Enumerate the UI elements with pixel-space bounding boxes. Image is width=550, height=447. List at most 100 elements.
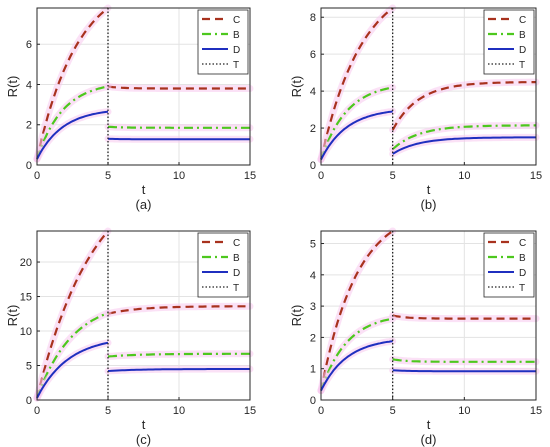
series-line-D xyxy=(392,369,536,373)
y-tick-label: 2 xyxy=(310,123,316,135)
y-tick-label: 0 xyxy=(26,395,32,407)
y-axis-label: R(t) xyxy=(289,305,304,327)
legend-label-T: T xyxy=(519,283,525,294)
x-tick-label: 15 xyxy=(530,405,542,417)
y-tick-label: 4 xyxy=(310,270,316,282)
y-tick-label: 6 xyxy=(26,39,32,51)
x-tick-label: 10 xyxy=(458,170,470,182)
series-line-B xyxy=(319,317,393,391)
series-line-D xyxy=(320,110,393,160)
series-line-B xyxy=(319,86,393,160)
x-tick-label: 0 xyxy=(318,405,324,417)
y-axis-label: R(t) xyxy=(5,76,20,98)
x-tick-label: 10 xyxy=(173,405,185,417)
y-tick-label: 0 xyxy=(26,160,32,172)
legend-box xyxy=(483,232,535,298)
y-tick-label: 0 xyxy=(310,160,316,172)
panel-label: (c) xyxy=(136,432,151,447)
legend-label-D: D xyxy=(519,268,526,279)
y-axis-label: R(t) xyxy=(289,76,304,98)
x-tick-label: 10 xyxy=(173,170,185,182)
x-axis-label: t xyxy=(427,182,431,197)
axes-frame xyxy=(320,7,537,166)
x-tick-label: 5 xyxy=(105,170,111,182)
y-tick-label: 3 xyxy=(310,301,316,313)
series-line-C xyxy=(107,305,250,315)
y-tick-label: 20 xyxy=(20,257,32,269)
x-tick-label: 5 xyxy=(105,405,111,417)
x-tick-label: 15 xyxy=(530,170,542,182)
series-line-B xyxy=(35,312,109,399)
legend-label-D: D xyxy=(233,268,240,279)
x-tick-label: 5 xyxy=(390,170,396,182)
series-line-B xyxy=(391,124,536,151)
y-tick-label: 5 xyxy=(26,361,32,373)
legend-label-C: C xyxy=(519,238,526,249)
x-tick-label: 0 xyxy=(34,405,40,417)
series-glow xyxy=(33,4,112,163)
x-tick-label: 15 xyxy=(244,405,256,417)
x-tick-label: 0 xyxy=(318,170,324,182)
series-line-C xyxy=(392,314,536,320)
y-tick-label: 8 xyxy=(310,12,316,24)
legend-box xyxy=(197,9,249,75)
x-tick-label: 0 xyxy=(34,170,40,182)
axes-frame xyxy=(320,230,537,401)
axes-frame xyxy=(36,230,251,401)
x-tick-label: 15 xyxy=(244,170,256,182)
y-tick-label: 2 xyxy=(310,332,316,344)
axes-frame xyxy=(36,7,251,166)
x-tick-label: 5 xyxy=(390,405,396,417)
legend-label-T: T xyxy=(233,283,239,294)
y-tick-label: 5 xyxy=(310,239,316,251)
legend-label-B: B xyxy=(519,253,526,264)
series-line-C xyxy=(391,81,536,131)
legend-label-B: B xyxy=(519,30,526,41)
y-tick-label: 6 xyxy=(310,49,316,61)
legend-label-T: T xyxy=(519,60,525,71)
series-line-D xyxy=(36,110,109,160)
x-axis-label: t xyxy=(427,417,431,432)
legend-label-B: B xyxy=(233,30,240,41)
y-tick-label: 0 xyxy=(310,395,316,407)
y-tick-label: 2 xyxy=(26,120,32,132)
y-tick-label: 4 xyxy=(26,79,32,91)
series-line-C xyxy=(107,85,250,90)
series-line-C xyxy=(35,230,109,399)
series-line-D xyxy=(392,136,536,155)
legend-label-D: D xyxy=(233,45,240,56)
legend-box xyxy=(483,9,535,75)
y-tick-label: 15 xyxy=(20,292,32,304)
legend-label-B: B xyxy=(233,253,240,264)
x-tick-label: 10 xyxy=(458,405,470,417)
series-glow xyxy=(317,4,397,163)
legend-label-D: D xyxy=(519,45,526,56)
legend-label-C: C xyxy=(233,15,240,26)
legend-label-C: C xyxy=(519,15,526,26)
panel-label: (b) xyxy=(421,197,437,212)
y-tick-label: 1 xyxy=(310,364,316,376)
series-line-B xyxy=(107,352,250,358)
legend-label-C: C xyxy=(233,238,240,249)
series-line-C xyxy=(319,230,394,391)
series-line-B xyxy=(392,358,536,363)
series-line-B xyxy=(35,85,109,160)
series-line-B xyxy=(107,125,250,129)
series-line-D xyxy=(320,340,393,392)
y-axis-label: R(t) xyxy=(5,305,20,327)
legend-label-T: T xyxy=(233,60,239,71)
legend-box xyxy=(197,232,249,298)
series-line-D xyxy=(36,341,109,399)
y-tick-label: 10 xyxy=(20,326,32,338)
y-tick-label: 4 xyxy=(310,86,316,98)
x-axis-label: t xyxy=(142,182,146,197)
